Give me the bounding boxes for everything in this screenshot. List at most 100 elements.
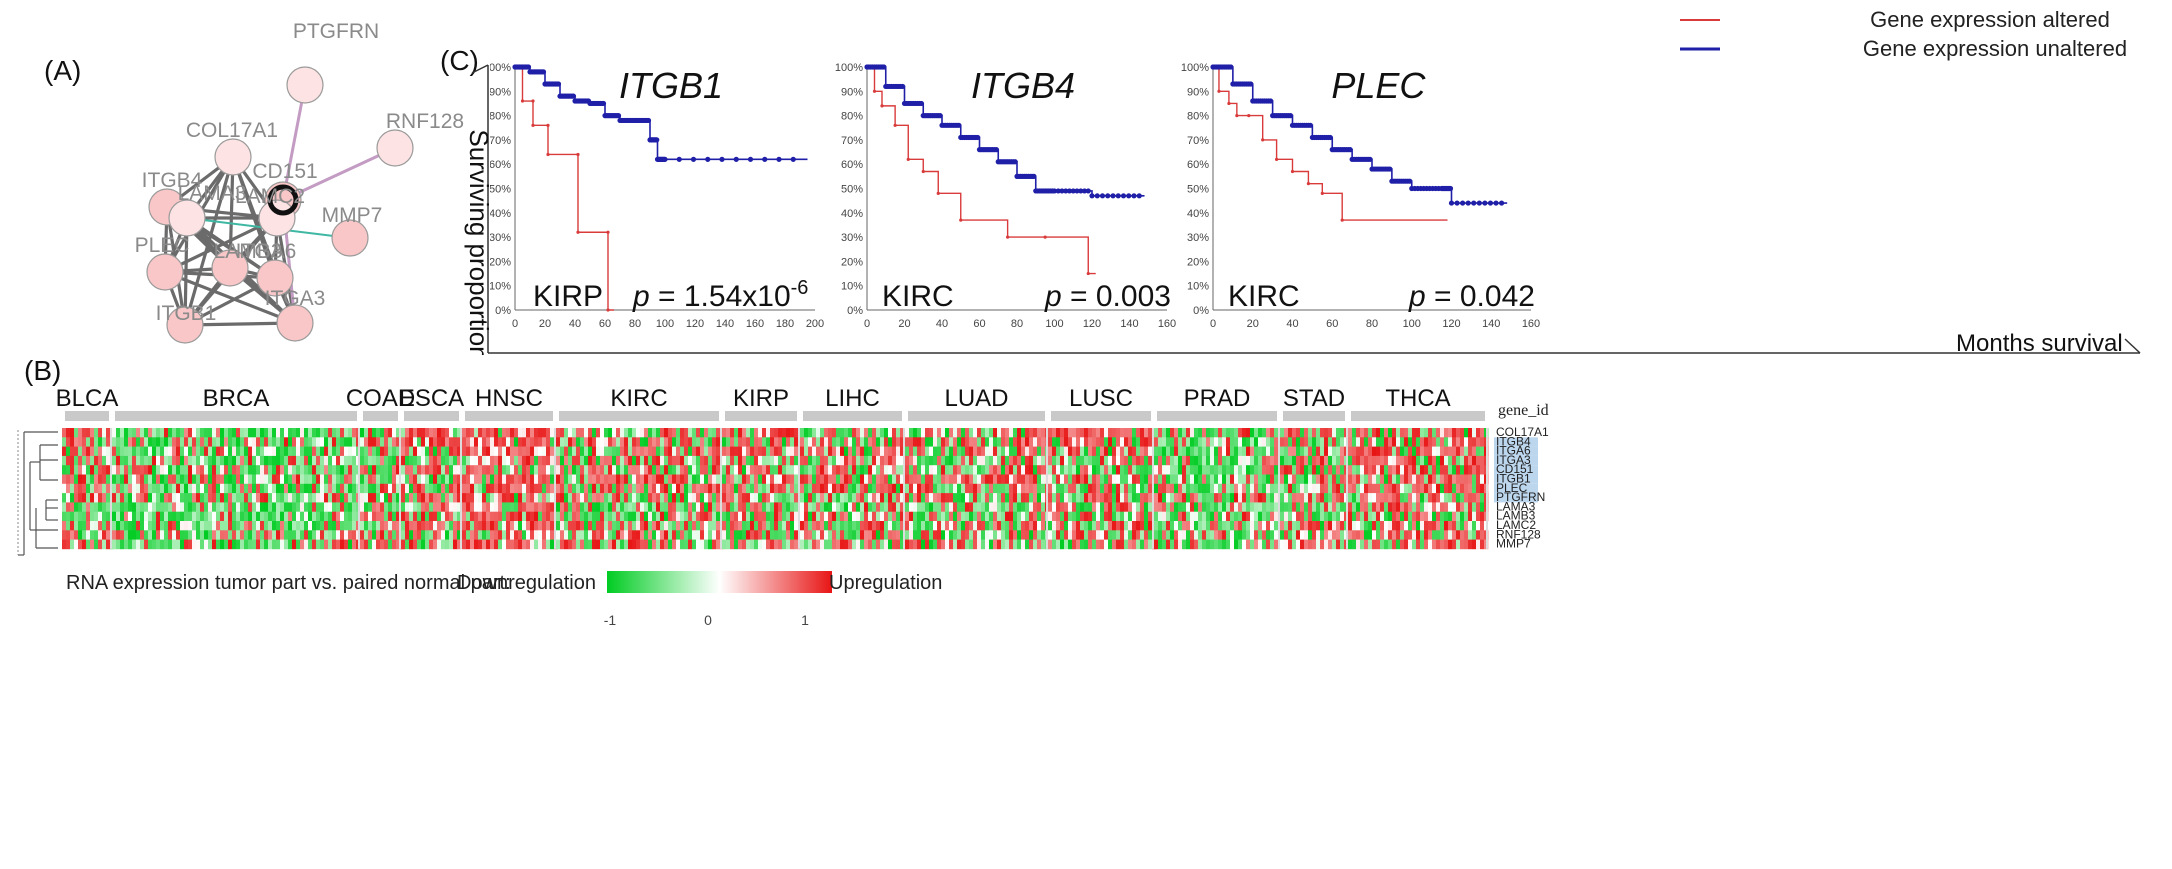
heatmap-cell — [1372, 493, 1377, 503]
heatmap-cell — [288, 483, 293, 494]
heatmap-cell — [116, 521, 121, 531]
heatmap-cell — [1072, 455, 1077, 466]
heatmap-cell — [1041, 511, 1046, 522]
heatmap-cell — [1182, 437, 1187, 447]
heatmap-cell — [172, 474, 177, 485]
km-ytick: 80% — [1187, 111, 1209, 123]
heatmap-cell — [240, 428, 245, 438]
heatmap-cell — [312, 511, 317, 522]
heatmap-cell — [392, 493, 397, 503]
heatmap-cell — [498, 465, 503, 475]
heatmap-cell — [86, 521, 91, 531]
km-censor-dot — [1086, 271, 1090, 276]
heatmap-cell — [449, 474, 454, 485]
heatmap-cell — [252, 493, 257, 503]
heatmap-cell — [1242, 465, 1247, 475]
heatmap-cell — [746, 511, 751, 522]
heatmap-cell — [140, 437, 145, 447]
heatmap-cell — [1186, 493, 1191, 503]
heatmap-cell — [925, 465, 930, 475]
heatmap-cell — [640, 521, 645, 531]
heatmap-cell — [828, 428, 833, 438]
heatmap-cell — [1234, 539, 1239, 550]
heatmap-cell — [212, 446, 217, 457]
heatmap-cell — [1144, 474, 1149, 485]
heatmap-cell — [453, 502, 458, 512]
heatmap-cell — [409, 446, 414, 457]
network-node-plec — [146, 253, 184, 291]
heatmap-cell — [786, 539, 791, 550]
heatmap-cell — [692, 437, 697, 447]
heatmap-cell — [534, 465, 539, 475]
heatmap-cell — [909, 446, 914, 457]
km-plots: 100%90%80%70%60%50%40%30%20%10%0%0204060… — [490, 62, 1540, 330]
heatmap-cell — [965, 465, 970, 475]
heatmap-cell — [441, 521, 446, 531]
heatmap-cell — [172, 455, 177, 466]
heatmap-cell — [336, 428, 341, 438]
heatmap-cell — [453, 465, 458, 475]
heatmap-cell — [993, 521, 998, 531]
heatmap-cell — [628, 474, 633, 485]
heatmap-cell — [1037, 428, 1042, 438]
heatmap-cell — [1001, 455, 1006, 466]
heatmap-cell — [680, 530, 685, 540]
heatmap-cell — [1088, 539, 1093, 550]
heatmap-cell — [1124, 483, 1129, 494]
heatmap-cell — [1364, 521, 1369, 531]
heatmap-cell — [648, 539, 653, 550]
heatmap-cell — [248, 511, 253, 522]
heatmap-cell — [892, 437, 897, 447]
heatmap-cell — [453, 437, 458, 447]
heatmap-cell — [716, 446, 721, 457]
cancer-label-blca: BLCA — [56, 385, 119, 412]
heatmap-cell — [880, 521, 885, 531]
heatmap-cell — [1108, 511, 1113, 522]
heatmap-cell — [1190, 483, 1195, 494]
heatmap-cell — [660, 455, 665, 466]
heatmap-cell — [1250, 502, 1255, 512]
network-node-itgb1 — [166, 306, 204, 344]
heatmap-cell — [1001, 493, 1006, 503]
km-pvalue: p = 0.042 — [1408, 280, 1535, 313]
km-xtick: 80 — [1366, 318, 1378, 330]
heatmap-cell — [1132, 521, 1137, 531]
heatmap-cell — [300, 502, 305, 512]
heatmap-cell — [624, 493, 629, 503]
heatmap-cell — [1292, 511, 1297, 522]
heatmap-cell — [596, 511, 601, 522]
km-censor-dot — [1120, 193, 1127, 199]
heatmap-cell — [124, 493, 129, 503]
heatmap-cell — [437, 465, 442, 475]
heatmap-cell — [945, 493, 950, 503]
heatmap-cell — [824, 502, 829, 512]
heatmap-cell — [616, 437, 621, 447]
heatmap-cell — [636, 474, 641, 485]
heatmap-cell — [860, 493, 865, 503]
km-ytick: 10% — [1187, 281, 1209, 293]
heatmap-cell — [1266, 437, 1271, 447]
heatmap-cell — [790, 428, 795, 438]
heatmap-cell — [596, 428, 601, 438]
heatmap-cell — [445, 539, 450, 550]
heatmap-cell — [981, 465, 986, 475]
heatmap-cell — [730, 446, 735, 457]
heatmap-cell — [421, 521, 426, 531]
heatmap-cell — [344, 428, 349, 438]
heatmap-cell — [636, 493, 641, 503]
heatmap-cell — [1198, 511, 1203, 522]
heatmap-cell — [824, 428, 829, 438]
heatmap-cell — [405, 493, 410, 503]
heatmap-cell — [1056, 465, 1061, 475]
heatmap-cell — [656, 530, 661, 540]
heatmap-cell — [372, 446, 377, 457]
heatmap-cell — [945, 539, 950, 550]
km-censor-dot — [1126, 193, 1132, 199]
heatmap-cell — [256, 437, 261, 447]
heatmap-cell — [1064, 539, 1069, 550]
heatmap-cell — [1336, 539, 1341, 550]
heatmap-cell — [405, 511, 410, 522]
heatmap-cell — [405, 483, 410, 494]
heatmap-cell — [929, 428, 934, 438]
heatmap-cell — [538, 428, 543, 438]
